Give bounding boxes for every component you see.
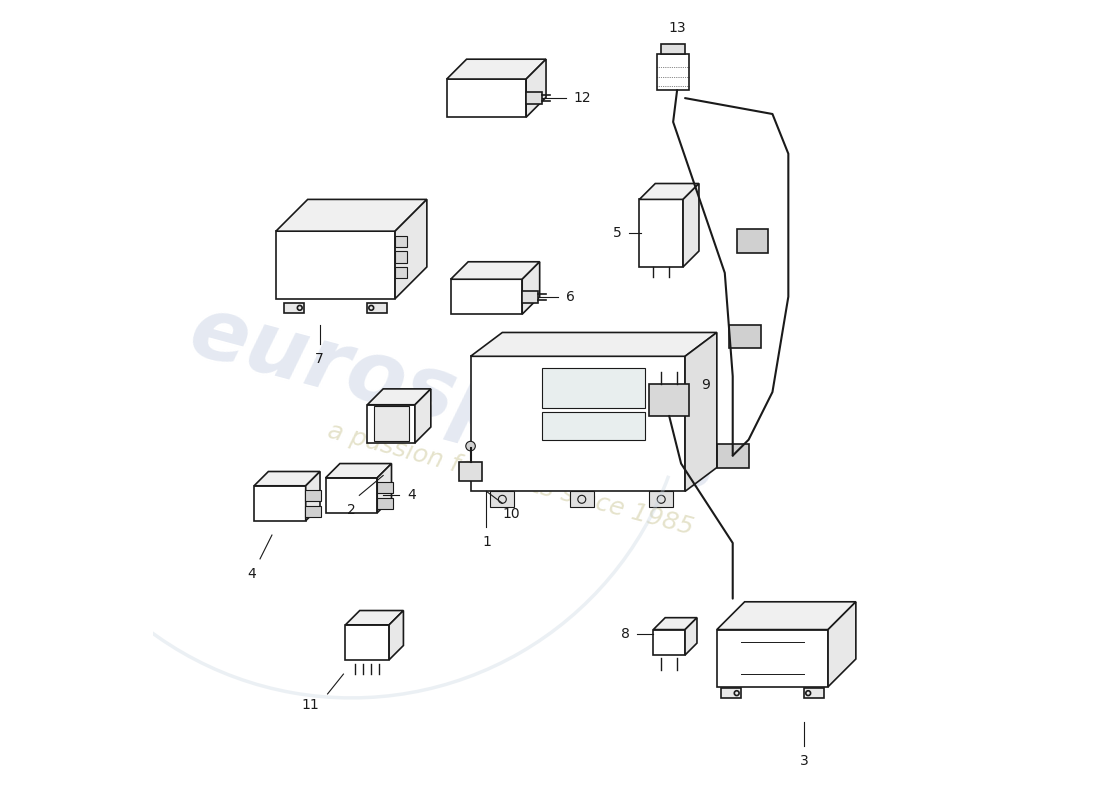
Polygon shape xyxy=(395,251,407,262)
Polygon shape xyxy=(471,333,717,356)
Text: 3: 3 xyxy=(800,754,808,767)
Polygon shape xyxy=(395,199,427,298)
Text: 7: 7 xyxy=(316,352,324,366)
Polygon shape xyxy=(661,44,685,54)
Polygon shape xyxy=(720,688,740,698)
Polygon shape xyxy=(526,92,542,104)
Polygon shape xyxy=(639,183,698,199)
Polygon shape xyxy=(377,498,393,509)
Polygon shape xyxy=(276,199,427,231)
Polygon shape xyxy=(649,491,673,507)
Polygon shape xyxy=(639,199,683,267)
Polygon shape xyxy=(542,368,646,408)
Polygon shape xyxy=(471,356,685,491)
Polygon shape xyxy=(653,618,697,630)
Text: 9: 9 xyxy=(701,378,710,392)
Polygon shape xyxy=(658,54,689,90)
Polygon shape xyxy=(451,262,540,279)
Polygon shape xyxy=(522,290,538,302)
Polygon shape xyxy=(306,471,320,521)
Polygon shape xyxy=(367,389,431,405)
Polygon shape xyxy=(254,486,306,521)
Polygon shape xyxy=(649,384,689,416)
Text: a passion for parts since 1985: a passion for parts since 1985 xyxy=(324,419,696,540)
Polygon shape xyxy=(377,463,392,513)
Polygon shape xyxy=(389,610,404,660)
Polygon shape xyxy=(415,389,431,443)
Polygon shape xyxy=(367,405,415,443)
Polygon shape xyxy=(395,235,407,246)
Polygon shape xyxy=(717,602,856,630)
Polygon shape xyxy=(447,79,526,117)
Polygon shape xyxy=(542,412,646,440)
Polygon shape xyxy=(254,471,320,486)
Polygon shape xyxy=(306,506,321,517)
Text: 2: 2 xyxy=(346,503,355,518)
Polygon shape xyxy=(570,491,594,507)
Polygon shape xyxy=(345,610,404,625)
Polygon shape xyxy=(491,491,515,507)
Text: 11: 11 xyxy=(301,698,320,712)
Text: 6: 6 xyxy=(565,290,575,304)
Polygon shape xyxy=(653,630,685,655)
Polygon shape xyxy=(326,463,392,478)
Polygon shape xyxy=(367,303,387,313)
Polygon shape xyxy=(284,303,304,313)
Polygon shape xyxy=(451,279,522,314)
Text: 13: 13 xyxy=(669,21,686,34)
Text: 10: 10 xyxy=(503,507,520,522)
Polygon shape xyxy=(377,482,393,493)
Text: 4: 4 xyxy=(407,488,416,502)
Circle shape xyxy=(465,442,475,451)
Text: 12: 12 xyxy=(574,91,592,105)
Text: 4: 4 xyxy=(248,567,256,581)
Polygon shape xyxy=(717,630,828,686)
Polygon shape xyxy=(685,618,697,655)
Text: 5: 5 xyxy=(613,226,621,240)
Polygon shape xyxy=(374,406,408,442)
Polygon shape xyxy=(326,478,377,513)
Polygon shape xyxy=(459,462,483,481)
Polygon shape xyxy=(447,59,546,79)
Polygon shape xyxy=(737,229,769,253)
Polygon shape xyxy=(526,59,546,117)
Text: 1: 1 xyxy=(482,535,491,549)
Polygon shape xyxy=(345,625,389,660)
Text: eurospares: eurospares xyxy=(182,290,728,510)
Text: 8: 8 xyxy=(620,627,629,642)
Polygon shape xyxy=(828,602,856,686)
Polygon shape xyxy=(717,444,749,467)
Polygon shape xyxy=(276,231,395,298)
Polygon shape xyxy=(395,267,407,278)
Polygon shape xyxy=(804,688,824,698)
Polygon shape xyxy=(728,325,760,348)
Polygon shape xyxy=(522,262,540,314)
Polygon shape xyxy=(683,183,698,267)
Polygon shape xyxy=(306,490,321,501)
Polygon shape xyxy=(685,333,717,491)
